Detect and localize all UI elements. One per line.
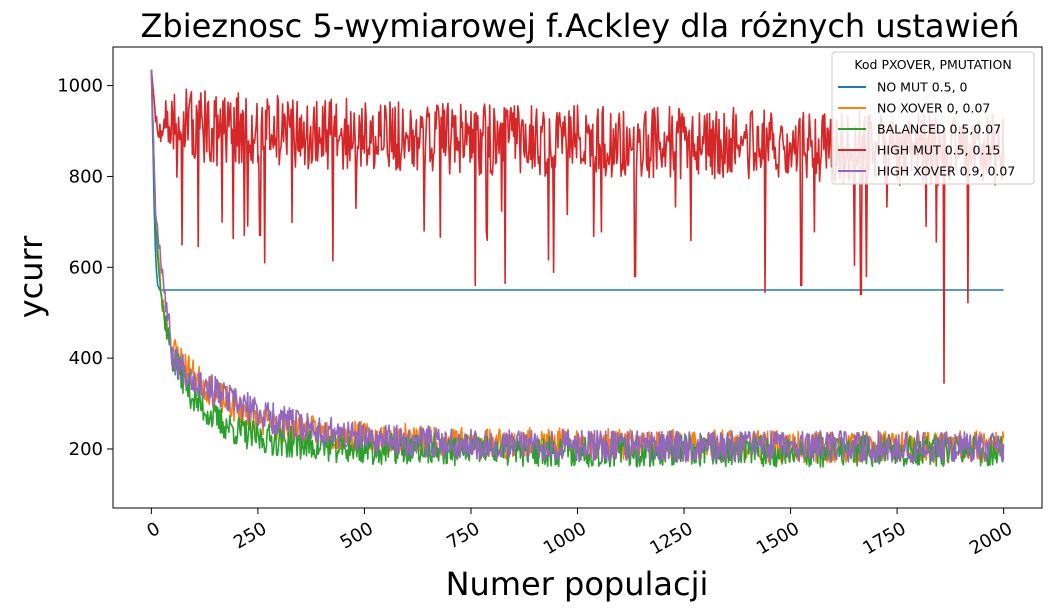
x-tick-label: 250: [230, 518, 270, 553]
x-tick-label: 750: [443, 518, 483, 553]
legend-entry: NO MUT 0.5, 0: [877, 80, 968, 95]
y-tick-label: 600: [69, 257, 103, 278]
x-tick-label: 1250: [646, 518, 696, 559]
legend-items: NO MUT 0.5, 0 NO XOVER 0, 0.07 BALANCED 0.…: [838, 80, 1015, 179]
series-line-3: [150, 69, 1005, 384]
y-tick-label: 200: [69, 439, 103, 460]
legend-entry: NO XOVER 0, 0.07: [877, 101, 990, 116]
y-axis: 200 400 600 800 1000: [57, 76, 113, 460]
legend: Kod PXOVER, PMUTATION NO MUT 0.5, 0 NO XO…: [831, 51, 1035, 185]
x-tick-label: 1000: [540, 518, 590, 559]
y-tick-label: 800: [69, 166, 103, 187]
y-axis-label: ycurr: [12, 235, 50, 318]
legend-box: [831, 51, 1035, 185]
chart-title: Zbieznosc 5-wymiarowej f.Ackley dla różn…: [140, 7, 1019, 45]
x-axis: 0 250 500 750 1000 1250 1500 1750 2000: [143, 508, 1016, 559]
x-tick-label: 0: [143, 518, 163, 542]
x-tick-label: 2000: [966, 518, 1016, 559]
legend-title: Kod PXOVER, PMUTATION: [854, 57, 1011, 72]
series-group: [150, 69, 1005, 468]
legend-entry: BALANCED 0.5,0.07: [877, 122, 1001, 137]
y-tick-label: 400: [69, 348, 103, 369]
series-line-4: [150, 69, 1005, 464]
x-tick-label: 1500: [753, 518, 803, 559]
legend-entry: HIGH XOVER 0.9, 0.07: [877, 164, 1015, 179]
legend-entry: HIGH MUT 0.5, 0.15: [877, 143, 1000, 158]
x-tick-label: 500: [337, 518, 377, 553]
x-tick-label: 1750: [859, 518, 909, 559]
x-axis-label: Numer populacji: [446, 565, 709, 603]
y-tick-label: 1000: [57, 76, 103, 97]
